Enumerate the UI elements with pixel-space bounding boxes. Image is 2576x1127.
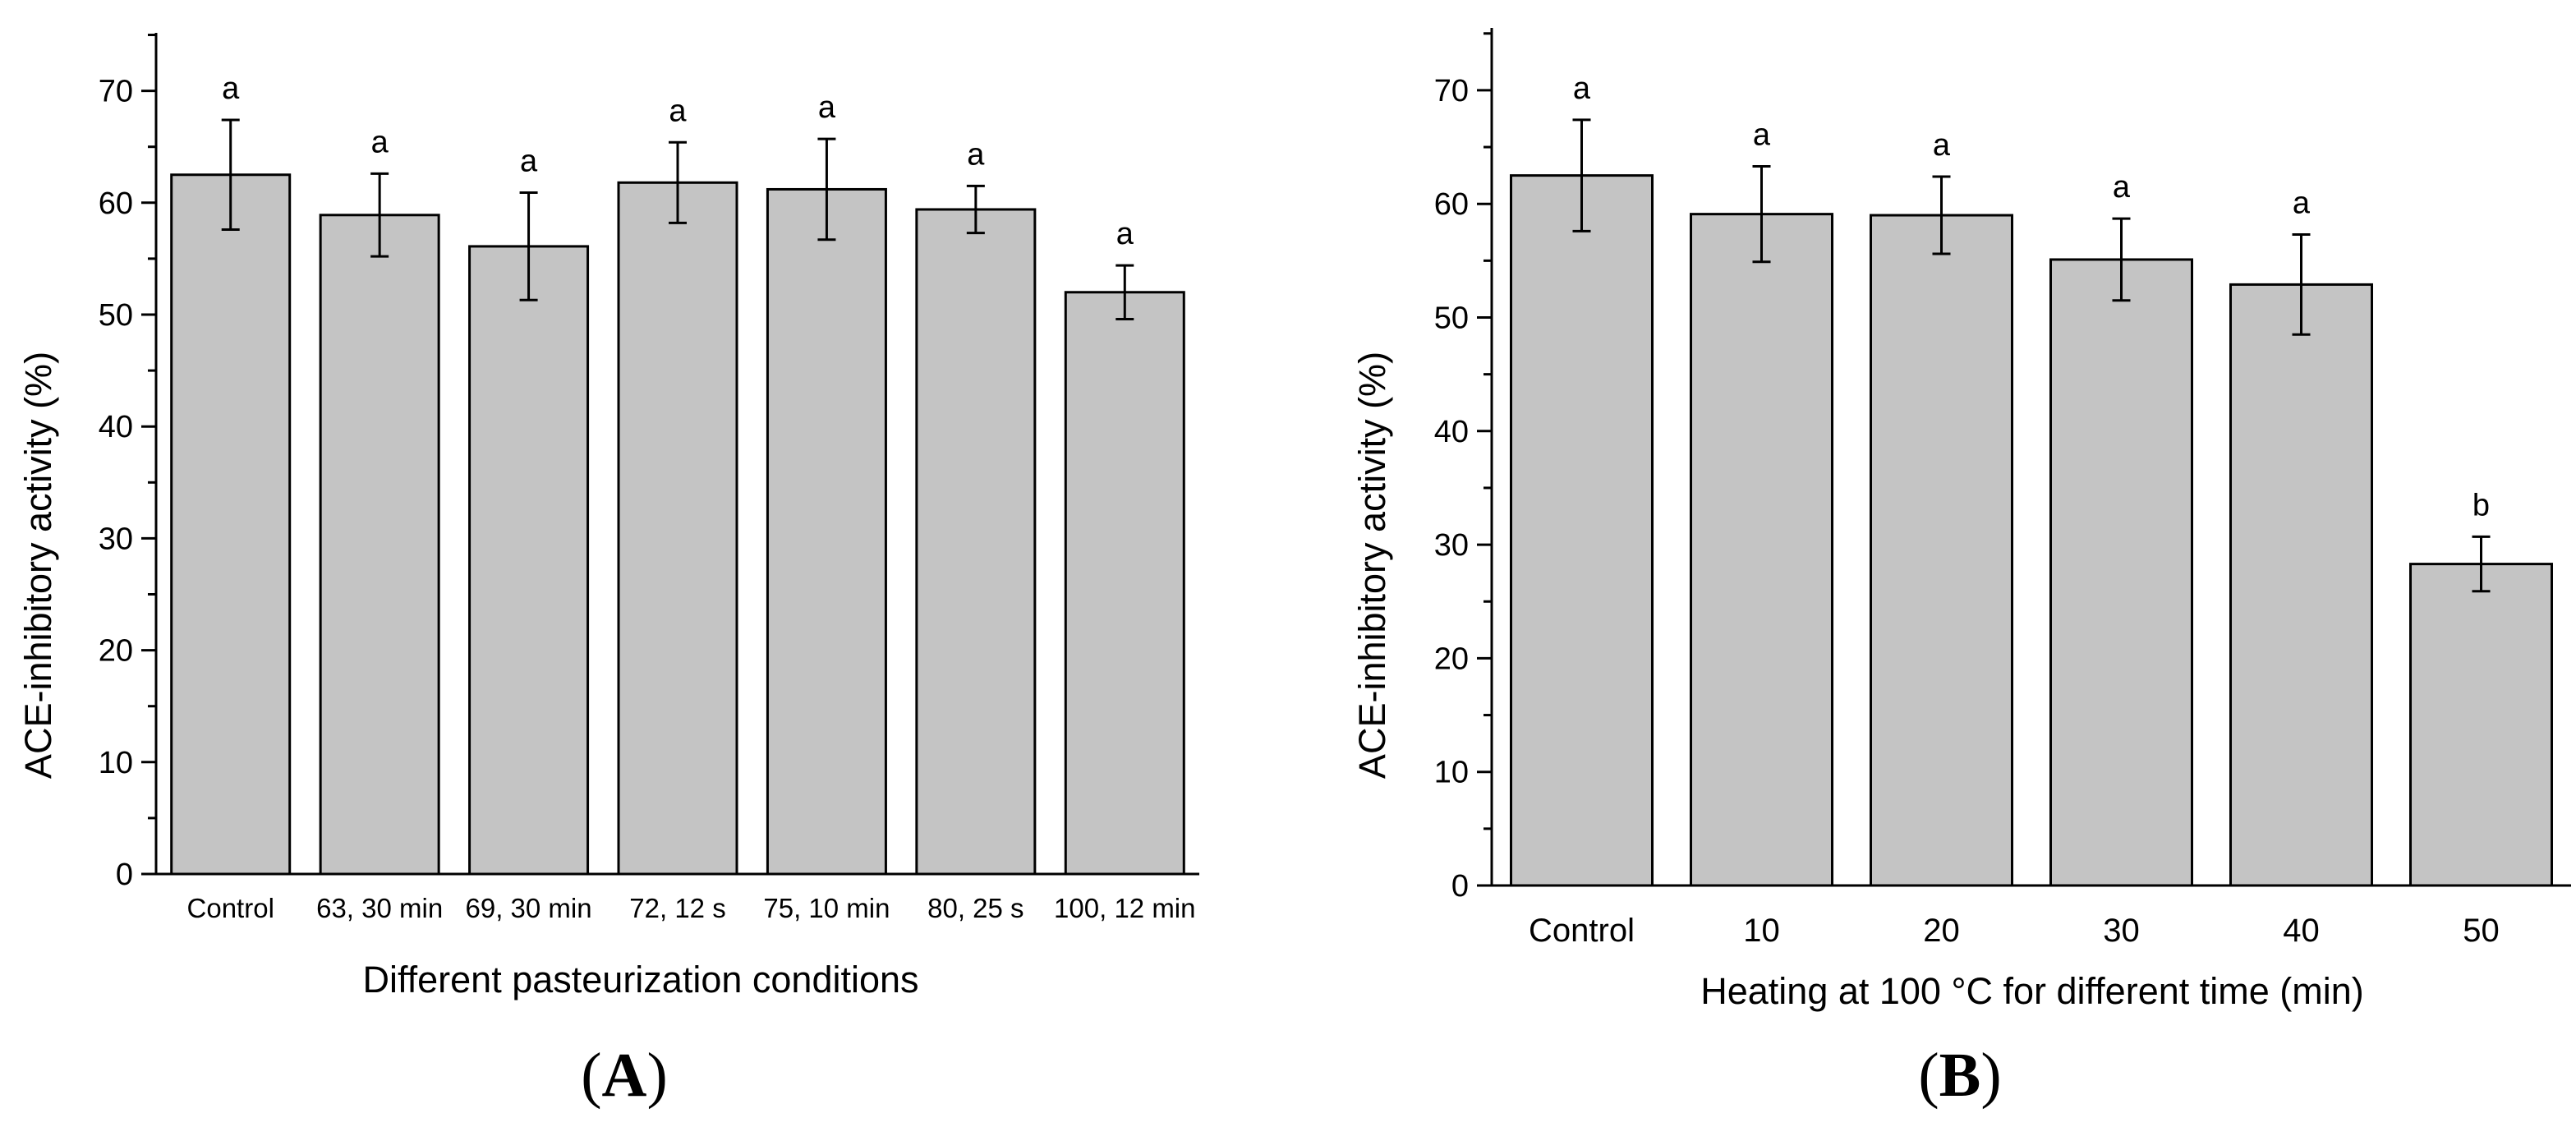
significance-label-a-6: a	[1116, 217, 1134, 251]
x-tick-label-a-3: 72, 12 s	[629, 893, 725, 923]
significance-label-a-5: a	[967, 137, 985, 172]
axes-a	[154, 33, 1199, 876]
bar-b-5	[2409, 563, 2553, 887]
y-tick-label: 10	[99, 746, 133, 780]
x-tick-label-b-0: Control	[1529, 913, 1635, 949]
error-bar-b-5	[2472, 535, 2491, 593]
x-tick-label-b-4: 40	[2283, 913, 2320, 949]
panel-label-b-open: (	[1918, 1041, 1939, 1110]
significance-label-b-5: b	[2472, 488, 2490, 522]
chart-panel-a: 0 10 20 30 40 50 60 70 a a a a a a a Control 63, 30 mi…	[17, 33, 1199, 1000]
x-tick-label-a-2: 69, 30 min	[466, 893, 592, 923]
bar-a-1	[319, 214, 440, 876]
error-bar-b-3	[2112, 217, 2131, 302]
error-bar-b-1	[1752, 165, 1771, 264]
x-tick-labels-a: Control 63, 30 min 69, 30 min 72, 12 s 75, 1…	[187, 893, 1196, 923]
error-bar-a-6	[1116, 264, 1134, 320]
x-axis-title-b: Heating at 100 °C for different time (mi…	[1700, 970, 2364, 1012]
significance-label-a-2: a	[520, 145, 538, 179]
bars-a: a a a a a a a	[170, 71, 1185, 876]
error-bar-a-2	[519, 191, 538, 301]
bar-a-6	[1064, 291, 1185, 876]
y-tick-label: 60	[99, 186, 133, 221]
axes-b	[1490, 28, 2571, 887]
panel-label-a: (A)	[581, 1041, 668, 1110]
bars-b: a a a a a b	[1510, 71, 2553, 887]
y-axis-title-a: ACE-inhibitory activity (%)	[17, 352, 59, 779]
x-tick-label-a-0: Control	[187, 893, 274, 923]
error-bar-a-4	[817, 137, 836, 242]
significance-label-b-4: a	[2293, 186, 2311, 221]
error-bar-b-2	[1932, 175, 1951, 255]
error-bar-a-0	[221, 118, 240, 231]
x-tick-label-a-4: 75, 10 min	[763, 893, 890, 923]
y-tick-label: 0	[1451, 869, 1469, 904]
significance-label-b-1: a	[1753, 118, 1771, 153]
error-bar-a-1	[370, 172, 389, 258]
x-tick-label-b-5: 50	[2463, 913, 2500, 949]
x-tick-label-a-6: 100, 12 min	[1054, 893, 1195, 923]
panel-label-b-letter: B	[1939, 1041, 1981, 1110]
error-bar-a-3	[669, 140, 687, 224]
y-tick-label: 30	[1434, 528, 1469, 563]
y-tick-label: 20	[1434, 642, 1469, 676]
error-bar-b-4	[2292, 233, 2311, 336]
y-tick-label: 30	[99, 522, 133, 556]
y-tick-label: 20	[99, 634, 133, 669]
bar-b-4	[2229, 283, 2373, 887]
bar-a-3	[617, 181, 738, 876]
y-tick-label: 0	[116, 858, 133, 892]
y-axis-title-b: ACE-inhibitory activity (%)	[1351, 352, 1393, 779]
x-tick-label-a-1: 63, 30 min	[316, 893, 443, 923]
significance-label-b-2: a	[1933, 128, 1951, 163]
panel-label-a-open: (	[581, 1041, 601, 1110]
panel-label-a-close: )	[646, 1041, 667, 1110]
y-tick-label: 70	[1434, 74, 1469, 108]
bar-a-5	[915, 208, 1037, 876]
x-tick-label-b-1: 10	[1743, 913, 1780, 949]
y-axis-ticks-a: 0 10 20 30 40 50 60 70	[99, 34, 156, 892]
significance-label-a-3: a	[669, 94, 687, 128]
x-tick-label-a-5: 80, 25 s	[927, 893, 1024, 923]
bar-b-0	[1510, 174, 1654, 887]
error-bar-b-0	[1572, 118, 1591, 232]
significance-label-a-4: a	[818, 90, 836, 125]
y-tick-label: 50	[1434, 301, 1469, 336]
panel-label-b: (B)	[1918, 1041, 2001, 1110]
y-axis-ticks-b: 0 10 20 30 40 50 60 70	[1434, 32, 1492, 904]
panel-label-b-close: )	[1980, 1041, 2001, 1110]
y-tick-label: 10	[1434, 756, 1469, 790]
y-tick-label: 50	[99, 298, 133, 333]
bar-b-1	[1690, 213, 1833, 887]
y-tick-label: 60	[1434, 187, 1469, 222]
significance-label-a-0: a	[222, 71, 240, 106]
y-tick-label: 70	[99, 75, 133, 109]
bar-a-2	[468, 245, 590, 876]
significance-label-b-0: a	[1573, 71, 1591, 106]
error-bar-a-5	[966, 184, 985, 235]
x-axis-title-a: Different pasteurization conditions	[362, 959, 918, 1000]
y-tick-label: 40	[1434, 415, 1469, 449]
x-tick-label-b-2: 20	[1923, 913, 1960, 949]
x-tick-label-b-3: 30	[2103, 913, 2140, 949]
bar-b-3	[2049, 258, 2193, 887]
bar-a-4	[766, 187, 887, 876]
panel-label-a-letter: A	[602, 1041, 647, 1110]
x-tick-labels-b: Control 10 20 30 40 50	[1529, 913, 2500, 949]
chart-panel-b: 0 10 20 30 40 50 60 70 a a a a a b Control 10 20 30 40 50…	[1351, 28, 2571, 1012]
bar-b-2	[1870, 214, 2013, 887]
bar-a-0	[170, 173, 292, 876]
significance-label-a-1: a	[371, 125, 389, 159]
significance-label-b-3: a	[2113, 170, 2131, 205]
y-tick-label: 40	[99, 410, 133, 444]
